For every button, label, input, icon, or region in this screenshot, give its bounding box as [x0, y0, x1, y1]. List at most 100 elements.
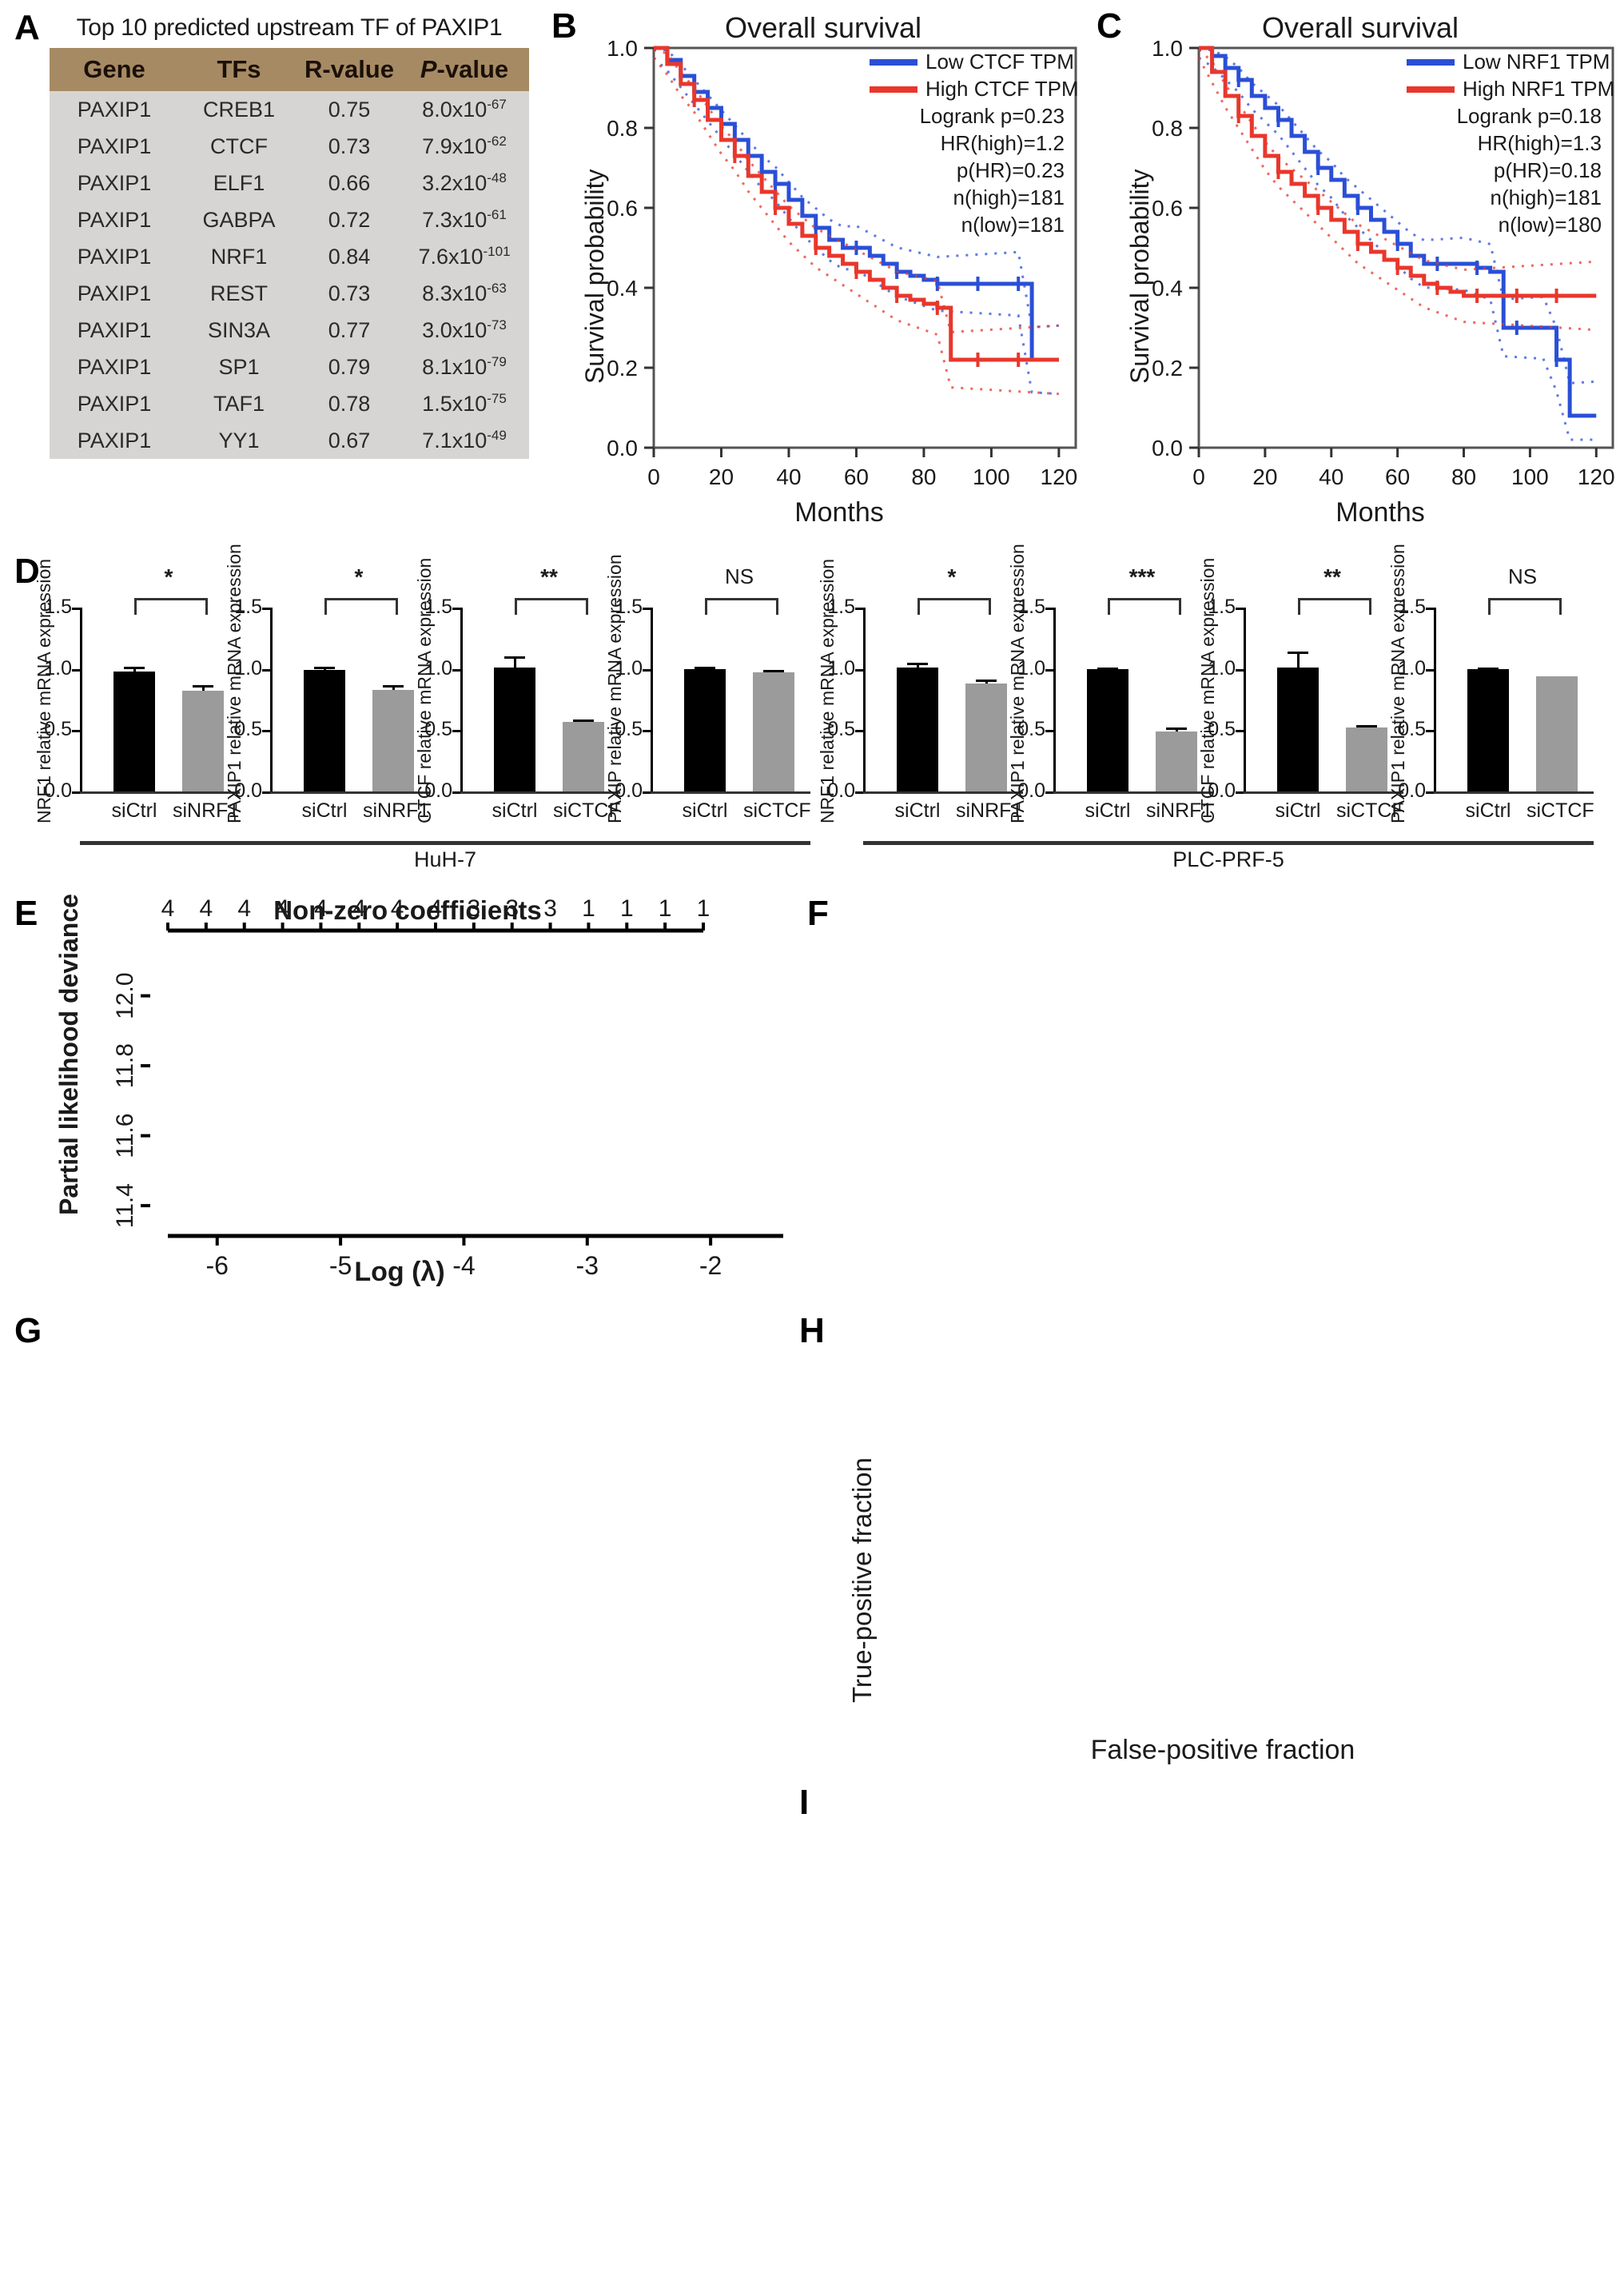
- y-axis: [1244, 608, 1246, 791]
- svg-text:1: 1: [620, 895, 634, 922]
- svg-text:-3: -3: [576, 1251, 599, 1280]
- baseline: [651, 791, 810, 794]
- svg-text:4: 4: [237, 895, 251, 922]
- panel-letter-f: F: [807, 894, 829, 933]
- y-tick-label: 0.5: [424, 718, 452, 741]
- table-row: PAXIP1 REST 0.73 8.3x10-63: [50, 275, 529, 312]
- cell-line-label: PLC-PRF-5: [1172, 847, 1284, 871]
- significance-bracket: [705, 598, 778, 615]
- panel-c-km-plot: Overall survival Survival probability Mo…: [1105, 8, 1624, 536]
- significance-label: **: [1323, 564, 1341, 589]
- cell-gene: PAXIP1: [77, 134, 152, 158]
- svg-text:120: 120: [1578, 464, 1615, 489]
- x-tick-label: siNRF1: [173, 799, 240, 822]
- legend-label: Low CTCF TPM: [925, 50, 1074, 74]
- y-axis: [80, 608, 82, 791]
- col-header-rvalue: R-value: [304, 55, 394, 83]
- y-tick-label: 0.0: [1398, 779, 1426, 802]
- cell-rvalue: 0.75: [328, 97, 371, 122]
- cell-line-label: HuH-7: [413, 847, 477, 871]
- y-tick-label: 1.5: [44, 596, 72, 618]
- x-tick-label: siCtrl: [1465, 799, 1511, 822]
- col-header-pvalue: P-value: [420, 55, 509, 83]
- significance-label: **: [540, 564, 558, 589]
- panel-d-subplot: CTCF relative mRNA expression 0.0 0.5 1.0 1.…: [414, 558, 621, 847]
- baseline: [80, 791, 240, 794]
- svg-text:60: 60: [1385, 464, 1410, 489]
- table-row: PAXIP1 ELF1 0.66 3.2x10-48: [50, 165, 529, 201]
- panel-e-lasso-path: Non-zero coefficients Partial likelihood…: [32, 894, 783, 1295]
- panel-letter-a: A: [14, 8, 40, 47]
- cell-pvalue: 7.9x10-62: [422, 134, 507, 158]
- bar: [1467, 668, 1509, 791]
- cell-pvalue: 3.0x10-73: [422, 317, 507, 342]
- significance-label: NS: [1507, 564, 1538, 588]
- table-header-row: Gene TFs R-value P-value: [50, 48, 529, 91]
- svg-text:3: 3: [505, 895, 519, 922]
- y-tick: [1426, 791, 1434, 794]
- y-tick-label: 0.0: [615, 779, 643, 802]
- y-tick: [855, 791, 863, 794]
- error-bar: [392, 684, 395, 690]
- y-tick-label: 1.0: [424, 656, 452, 680]
- legend-label: High NRF1 TPM: [1463, 77, 1614, 101]
- y-tick-label: 0.5: [234, 718, 262, 741]
- y-tick-label: 1.5: [234, 596, 262, 618]
- cell-tf: ELF1: [213, 170, 265, 195]
- significance-label: *: [947, 564, 957, 589]
- svg-text:4: 4: [352, 895, 366, 922]
- panel-i-roc-plot: [815, 1799, 1614, 2278]
- cell-tf: TAF1: [213, 391, 265, 416]
- error-cap: [124, 666, 145, 669]
- bar: [1536, 676, 1578, 791]
- svg-text:60: 60: [844, 464, 869, 489]
- svg-text:0.4: 0.4: [1152, 276, 1183, 301]
- table-row: PAXIP1 YY1 0.67 7.1x10-49: [50, 422, 529, 459]
- cell-rvalue: 0.73: [328, 134, 371, 158]
- panel-b-ylabel: Survival probability: [580, 169, 609, 384]
- cell-rvalue: 0.84: [328, 244, 371, 269]
- cell-gene: PAXIP1: [77, 428, 152, 452]
- y-tick-label: 1.5: [1017, 596, 1045, 618]
- svg-text:4: 4: [200, 895, 213, 922]
- baseline: [460, 791, 620, 794]
- panel-letter-b: B: [551, 6, 577, 46]
- panel-d-subplot: PAXIP relative mRNA expression 0.0 0.5 1.0 1…: [604, 554, 811, 847]
- svg-text:0.0: 0.0: [607, 436, 638, 460]
- x-tick-label: siCtrl: [682, 799, 728, 822]
- y-tick: [855, 668, 863, 672]
- y-tick: [72, 608, 80, 610]
- y-axis: [460, 608, 463, 791]
- y-axis: [651, 608, 653, 791]
- cell-line-underline: [863, 841, 1594, 845]
- cell-gene: PAXIP1: [77, 354, 152, 379]
- y-tick-label: 1.0: [234, 656, 262, 680]
- error-cap: [1097, 668, 1118, 671]
- y-tick: [1426, 668, 1434, 672]
- baseline: [863, 791, 1023, 794]
- y-tick-label: 1.0: [827, 656, 855, 680]
- significance-label: ***: [1128, 564, 1156, 589]
- panel-d-subplot: CTCF relative mRNA expression 0.0 0.5 1.0 1.…: [1197, 558, 1404, 847]
- table-row: PAXIP1 NRF1 0.84 7.6x10-101: [50, 238, 529, 275]
- panel-c-title: Overall survival: [1261, 11, 1459, 44]
- cell-rvalue: 0.77: [328, 317, 371, 342]
- x-tick-label: siCtrl: [894, 799, 941, 822]
- svg-text:1.0: 1.0: [607, 36, 638, 61]
- svg-text:-4: -4: [452, 1251, 475, 1280]
- svg-text:11.6: 11.6: [112, 1114, 138, 1158]
- cell-gene: PAXIP1: [77, 281, 152, 305]
- svg-text:80: 80: [911, 464, 936, 489]
- cell-rvalue: 0.67: [328, 428, 371, 452]
- y-tick-label: 1.5: [827, 596, 855, 618]
- bar: [1277, 668, 1319, 791]
- svg-text:100: 100: [973, 464, 1010, 489]
- error-cap: [695, 666, 715, 669]
- y-tick-label: 0.5: [1398, 718, 1426, 741]
- cell-rvalue: 0.78: [328, 391, 371, 416]
- svg-text:0.4: 0.4: [607, 276, 638, 301]
- svg-text:11.8: 11.8: [112, 1043, 138, 1088]
- error-cap: [1166, 727, 1187, 731]
- y-tick-label: 0.0: [234, 779, 262, 802]
- bar: [753, 672, 794, 791]
